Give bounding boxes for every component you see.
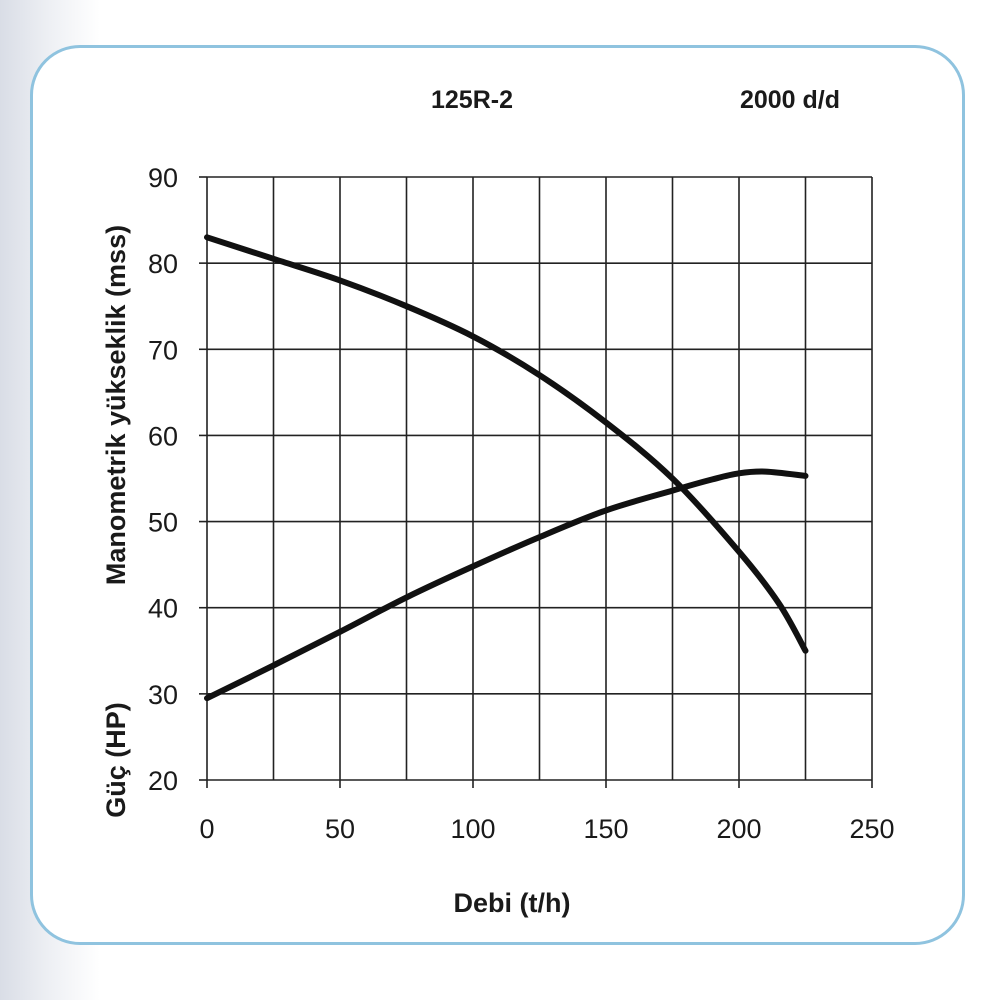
y-tick-label: 60 xyxy=(148,421,178,451)
y-axis-label-head: Manometrik yükseklik (mss) xyxy=(101,225,131,585)
y-tick-label: 90 xyxy=(148,163,178,193)
y-tick-label: 20 xyxy=(148,766,178,796)
y-tick-label: 70 xyxy=(148,335,178,365)
y-tick-label: 40 xyxy=(148,594,178,624)
y-tick-label: 80 xyxy=(148,249,178,279)
x-tick-label: 100 xyxy=(450,814,495,844)
y-axis-label-power: Güç (HP) xyxy=(101,702,131,818)
chart-card xyxy=(30,45,965,945)
series-lines xyxy=(204,234,809,702)
chart-speed-label: 2000 d/d xyxy=(740,86,840,114)
chart-model-label: 125R-2 xyxy=(431,86,513,114)
y-tick-label: 30 xyxy=(148,680,178,710)
x-tick-label: 50 xyxy=(325,814,355,844)
x-axis-label: Debi (t/h) xyxy=(454,888,571,918)
x-tick-label: 200 xyxy=(716,814,761,844)
x-tick-label: 250 xyxy=(849,814,894,844)
x-tick-label: 0 xyxy=(199,814,214,844)
x-tick-labels: 0 50 100 150 200 250 xyxy=(199,814,894,844)
power-curve xyxy=(204,468,809,702)
y-tick-labels: 20 30 40 50 60 70 80 90 xyxy=(148,163,178,796)
y-tick-label: 50 xyxy=(148,508,178,538)
head-curve xyxy=(204,234,809,654)
x-tick-label: 150 xyxy=(583,814,628,844)
